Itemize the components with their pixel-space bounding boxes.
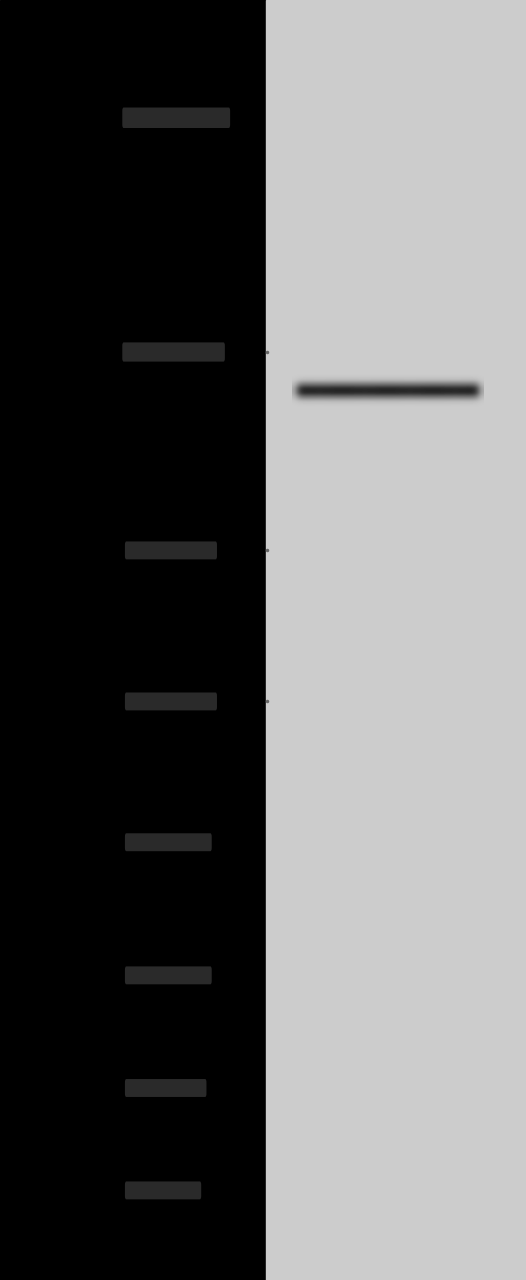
FancyBboxPatch shape (125, 1181, 201, 1199)
Bar (0, 0, 266, 1280)
FancyBboxPatch shape (125, 692, 217, 710)
FancyBboxPatch shape (125, 966, 211, 984)
FancyBboxPatch shape (125, 833, 211, 851)
FancyBboxPatch shape (122, 342, 225, 361)
FancyBboxPatch shape (122, 108, 230, 128)
FancyBboxPatch shape (125, 1079, 206, 1097)
FancyBboxPatch shape (125, 541, 217, 559)
Bar (266, 0, 526, 1280)
